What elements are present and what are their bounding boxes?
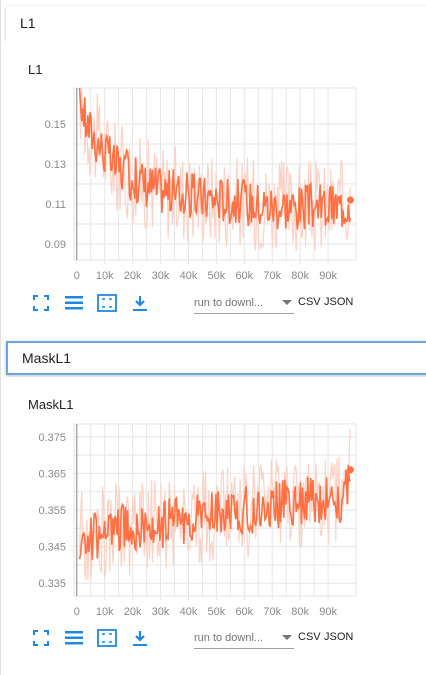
x-tick-label: 20k (124, 606, 142, 618)
x-tick-label: 80k (291, 270, 309, 282)
x-tick-label: 10k (96, 270, 114, 282)
line-chart-l1[interactable]: 0 10k 20k 30k 40k 50k 60k 70k 80k 90k 0.15 0.13 0.11… (30, 84, 360, 286)
run-select-dropdown[interactable]: run to downl... (194, 627, 294, 649)
x-tick-label: 50k (208, 270, 226, 282)
x-tick-label: 70k (263, 270, 281, 282)
fit-domain-icon[interactable] (96, 627, 118, 649)
y-tick-label: 0.11 (45, 199, 66, 211)
chart-title: L1 (28, 62, 43, 77)
x-tick-label: 0 (74, 270, 80, 282)
x-tick-label: 90k (319, 270, 337, 282)
csv-link[interactable]: CSV (298, 631, 321, 643)
section-header-title: L1 (20, 15, 36, 31)
y-tick-label: 0.09 (45, 239, 66, 251)
x-tick-label: 0 (74, 606, 80, 618)
section-header-l1[interactable]: L1 (6, 6, 426, 40)
list-icon[interactable] (63, 292, 85, 314)
x-tick-label: 30k (152, 270, 170, 282)
fullscreen-icon[interactable] (30, 292, 52, 314)
csv-link[interactable]: CSV (298, 296, 321, 308)
run-select-dropdown[interactable]: run to downl... (194, 292, 294, 314)
chart-toolbar-maskl1: run to downl... CSV JSON (30, 627, 410, 651)
x-tick-label: 20k (124, 270, 142, 282)
x-tick-label: 50k (208, 606, 226, 618)
y-tick-label: 0.365 (38, 468, 66, 480)
dropdown-arrow-icon (282, 635, 292, 640)
x-tick-label: 70k (263, 606, 281, 618)
series-endpoint (346, 466, 354, 474)
y-tick-label: 0.355 (38, 505, 66, 517)
series-endpoint (346, 196, 354, 204)
y-tick-label: 0.375 (38, 432, 66, 444)
run-select-placeholder: run to downl... (194, 296, 264, 309)
smoothed-series-line (78, 464, 351, 560)
dropdown-arrow-icon (282, 300, 292, 305)
y-tick-label: 0.13 (45, 159, 66, 171)
fit-domain-icon[interactable] (96, 292, 118, 314)
chart-toolbar-l1: run to downl... CSV JSON (30, 292, 410, 316)
x-tick-label: 30k (152, 606, 170, 618)
line-chart-maskl1[interactable]: 0 10k 20k 30k 40k 50k 60k 70k 80k 90k 0.375 0.365 0.… (30, 420, 360, 622)
y-tick-label: 0.335 (38, 578, 66, 590)
x-tick-label: 90k (319, 606, 337, 618)
plot-border (73, 87, 357, 261)
plot-border (73, 423, 357, 597)
smoothed-series-line (78, 88, 352, 230)
section-header-title: MaskL1 (22, 350, 72, 366)
json-link[interactable]: JSON (324, 631, 354, 643)
section-header-maskl1[interactable]: MaskL1 (6, 341, 426, 375)
x-tick-label: 60k (235, 270, 253, 282)
x-tick-label: 40k (180, 270, 198, 282)
x-tick-label: 10k (96, 606, 114, 618)
x-tick-label: 60k (235, 606, 253, 618)
download-icon[interactable] (129, 627, 151, 649)
x-tick-label: 40k (180, 606, 198, 618)
left-border-rule (0, 0, 1, 675)
y-tick-label: 0.345 (38, 542, 66, 554)
x-tick-label: 80k (291, 606, 309, 618)
json-link[interactable]: JSON (324, 296, 354, 308)
list-icon[interactable] (63, 627, 85, 649)
download-icon[interactable] (129, 292, 151, 314)
chart-title: MaskL1 (28, 397, 74, 412)
y-tick-label: 0.15 (45, 119, 66, 131)
fullscreen-icon[interactable] (30, 627, 52, 649)
run-select-placeholder: run to downl... (194, 631, 264, 644)
